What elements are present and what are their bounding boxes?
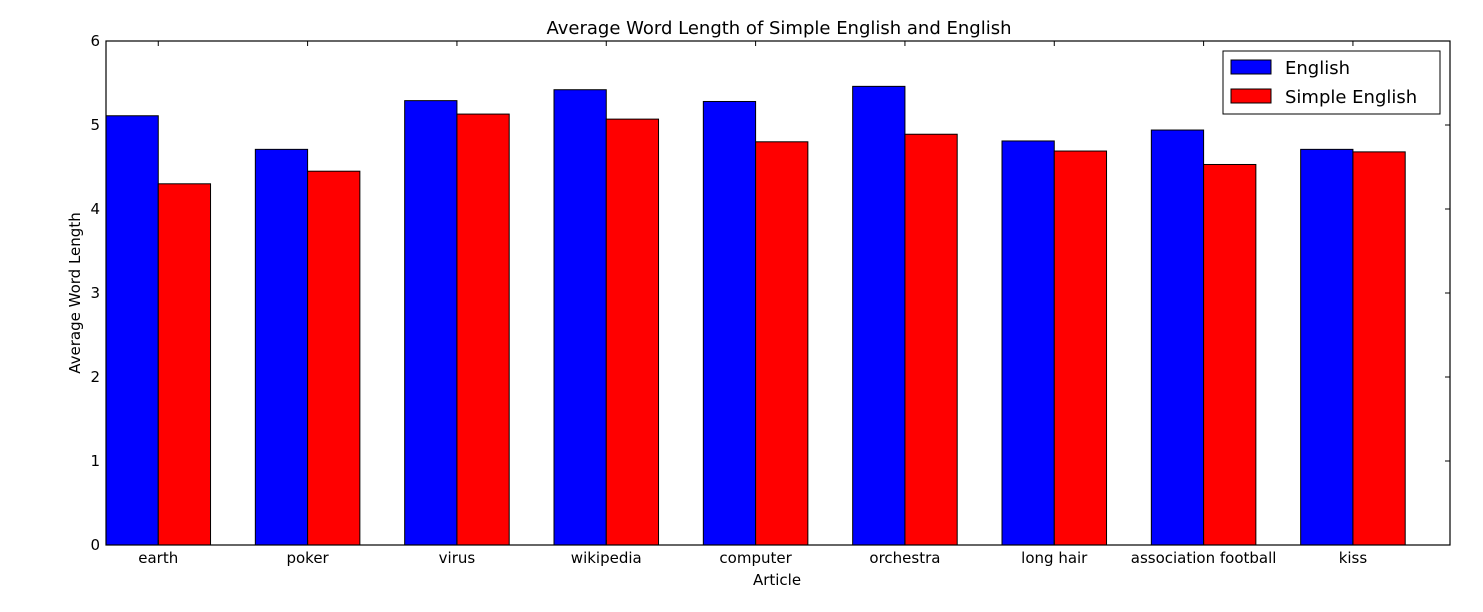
x-tick-label: long hair	[1021, 549, 1088, 567]
bar-simple-english	[1203, 163, 1257, 546]
legend-label: English	[1285, 58, 1350, 79]
x-axis-label: Article	[753, 571, 801, 589]
bar-simple-english	[755, 141, 809, 546]
bar-english	[105, 115, 159, 546]
x-tick-label: earth	[138, 549, 178, 567]
x-tick-label: poker	[286, 549, 329, 567]
bar-simple-english	[904, 133, 958, 546]
y-tick-label: 1	[90, 452, 100, 470]
x-tick-label: association football	[1131, 549, 1277, 567]
bar-simple-english	[1053, 150, 1108, 546]
legend-swatch	[1230, 88, 1272, 104]
bar-english	[852, 85, 906, 546]
legend-swatch	[1230, 59, 1272, 75]
chart-title: Average Word Length of Simple English an…	[547, 18, 1012, 39]
bar-english	[702, 100, 757, 546]
bar-simple-english	[307, 170, 361, 546]
bar-english	[254, 148, 309, 546]
plot-area: 0 1 2 3 4 5 6 earth poker virus wikipedia computer o…	[90, 32, 1450, 567]
y-tick-label: 0	[90, 536, 100, 554]
y-axis-label: Average Word Length	[66, 212, 84, 373]
x-tick-label: virus	[439, 549, 476, 567]
y-tick-label: 4	[90, 200, 100, 218]
bar-english	[1001, 140, 1055, 546]
y-tick-label: 3	[90, 284, 100, 302]
bar-simple-english	[456, 113, 510, 546]
x-tick-label: orchestra	[869, 549, 940, 567]
legend-label: Simple English	[1285, 87, 1417, 108]
bar-english	[404, 100, 458, 546]
bar-english	[1300, 148, 1354, 546]
bar-english	[553, 89, 607, 546]
y-tick-label: 6	[90, 32, 100, 50]
plot-frame	[105, 40, 1451, 546]
y-tick-label: 5	[90, 116, 100, 134]
bar-simple-english	[157, 183, 212, 546]
bar-simple-english	[605, 118, 660, 546]
x-tick-label: computer	[719, 549, 792, 567]
bar-simple-english	[1352, 151, 1406, 546]
legend: English Simple English	[1222, 50, 1441, 115]
y-tick-label: 2	[90, 368, 100, 386]
bar-english	[1150, 129, 1205, 546]
x-tick-label: wikipedia	[571, 549, 642, 567]
x-tick-label: kiss	[1339, 549, 1368, 567]
